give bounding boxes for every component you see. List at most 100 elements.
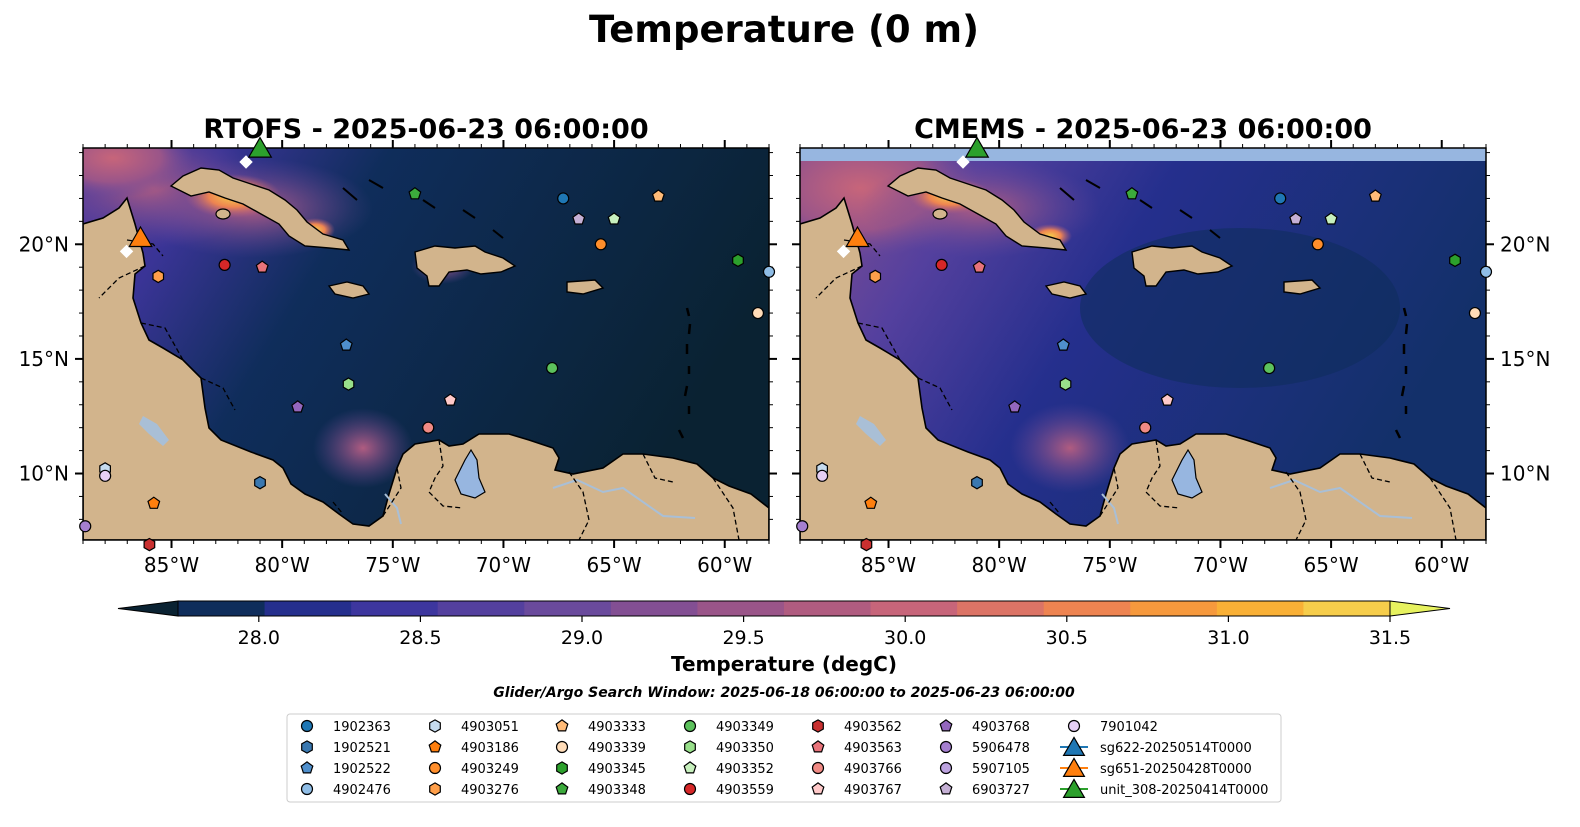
colorbar: 28.0 28.5 29.0 29.5 30.0 30.5 31.0 31.5 <box>117 600 1451 649</box>
colorbar-segment <box>264 601 352 616</box>
nodata-band <box>800 148 1486 161</box>
float-marker-5906478 <box>79 520 92 533</box>
legend-float-marker <box>939 740 953 754</box>
colorbar-tick-label: 30.5 <box>1046 627 1088 649</box>
float-marker-4903767 <box>1160 393 1174 406</box>
lat-tick-label: 10°N <box>1500 462 1550 486</box>
lon-tick-label: 80°W <box>972 553 1027 577</box>
float-marker-4903249 <box>594 238 607 251</box>
colorbar-segment <box>697 601 785 616</box>
legend-label: sg622-20250514T0000 <box>1100 741 1252 756</box>
legend-float-marker <box>939 719 953 732</box>
legend-label: 4903562 <box>844 720 902 735</box>
legend-label: 4903767 <box>844 783 902 798</box>
lat-ticks-cmems: 20°N 15°N 10°N <box>792 152 1550 520</box>
float-marker-4903767 <box>443 393 457 406</box>
float-marker-4903559 <box>935 258 948 272</box>
colorbar-tick-label: 29.0 <box>561 627 603 649</box>
glider-marker-sg651-20250428T0000 <box>845 225 870 248</box>
float-marker-4903559 <box>218 258 231 272</box>
float-marker-6903727 <box>572 212 586 225</box>
panel-rtofs: RTOFS - 2025-06-23 06:00:00 85°W 80°W 75°W… <box>19 114 777 577</box>
float-marker-4903768 <box>291 400 305 413</box>
panel-cmems: CMEMS - 2025-06-23 06:00:00 85°W 80°W 75°W… <box>792 114 1550 577</box>
legend-items: 1902363 1902521 1902522 4902476 4903051 49031… <box>300 719 1268 799</box>
lon-tick-label: 70°W <box>1193 553 1248 577</box>
colorbar-segment <box>784 601 872 616</box>
legend-float-marker <box>301 740 313 754</box>
lon-tick-label: 75°W <box>365 553 420 577</box>
legend-glider-marker <box>1062 736 1086 757</box>
legend-float-marker <box>683 761 697 774</box>
legend-float-marker <box>683 719 697 733</box>
legend-label: 4903051 <box>461 720 519 735</box>
float-marker-1902363 <box>557 192 570 205</box>
panel-title-cmems: CMEMS - 2025-06-23 06:00:00 <box>914 114 1372 145</box>
lat-tick-label: 15°N <box>1500 347 1550 371</box>
float-marker-1902521 <box>971 475 983 490</box>
colorbar-segment <box>870 601 958 616</box>
colorbar-tick-label: 30.0 <box>884 627 926 649</box>
legend-float-marker <box>300 782 314 796</box>
lon-tick-label: 60°W <box>1414 553 1469 577</box>
colorbar-segment <box>1130 601 1218 616</box>
temperature-field-rtofs <box>83 148 769 540</box>
float-marker-4903350 <box>342 377 355 391</box>
legend-float-marker <box>811 761 825 775</box>
glider-track-marker <box>239 155 253 169</box>
legend-label: 4903349 <box>716 720 774 735</box>
float-marker-4903349 <box>546 361 559 375</box>
float-marker-1902521 <box>254 475 266 490</box>
lon-tick-label: 70°W <box>476 553 531 577</box>
legend-label: 4903276 <box>461 783 519 798</box>
legend-label: 1902521 <box>333 741 391 756</box>
markers-cmems <box>796 136 1493 552</box>
float-marker-6903727 <box>1289 212 1303 225</box>
lon-tick-label: 65°W <box>1303 553 1358 577</box>
lat-tick-label: 20°N <box>19 232 69 256</box>
legend-label: 4902476 <box>333 783 391 798</box>
figure-title: Temperature (0 m) <box>589 8 979 51</box>
legend-label: 4903186 <box>461 741 519 756</box>
float-marker-4903350 <box>1059 377 1072 391</box>
lon-tick-label: 75°W <box>1082 553 1137 577</box>
legend-label: 7901042 <box>1100 720 1158 735</box>
glider-marker-unit_308-20250414T0000 <box>964 136 990 158</box>
colorbar-label: Temperature (degC) <box>671 652 897 676</box>
float-marker-4903563 <box>972 260 986 273</box>
lon-tick-label: 60°W <box>697 553 752 577</box>
legend-float-marker <box>1067 719 1081 733</box>
float-marker-4903766 <box>1139 421 1152 434</box>
lat-tick-label: 10°N <box>19 462 69 486</box>
legend-float-marker <box>555 740 569 754</box>
lon-tick-label: 85°W <box>144 553 199 577</box>
legend-label: 4903249 <box>461 762 519 777</box>
legend-float-marker <box>939 782 953 795</box>
legend-label: unit_308-20250414T0000 <box>1100 783 1268 798</box>
legend-label: 4903333 <box>588 720 646 735</box>
legend-label: 4903339 <box>588 741 646 756</box>
legend-label: 5907105 <box>972 762 1030 777</box>
legend-float-marker <box>555 719 569 732</box>
legend-float-marker <box>812 719 824 733</box>
colorbar-tick-label: 28.0 <box>238 627 280 649</box>
legend-label: 5906478 <box>972 741 1030 756</box>
legend-float-marker <box>684 740 696 754</box>
lon-tick-label: 65°W <box>586 553 641 577</box>
legend: 1902363 1902521 1902522 4902476 4903051 49031… <box>286 713 1282 803</box>
legend-label: 4903350 <box>716 741 774 756</box>
glider-track-marker <box>119 244 134 259</box>
legend-float-marker <box>556 761 568 775</box>
legend-float-marker <box>300 761 314 774</box>
legend-label: 4903345 <box>588 762 646 777</box>
legend-glider-marker <box>1062 757 1086 778</box>
float-marker-4903186 <box>147 496 161 509</box>
colorbar-tick-label: 29.5 <box>722 627 764 649</box>
colorbar-extend-low <box>117 600 179 617</box>
legend-float-marker <box>429 782 441 796</box>
float-marker-4903345 <box>732 253 744 268</box>
legend-float-marker <box>429 719 441 733</box>
lat-tick-label: 15°N <box>19 347 69 371</box>
colorbar-tick-label: 31.5 <box>1369 627 1411 649</box>
